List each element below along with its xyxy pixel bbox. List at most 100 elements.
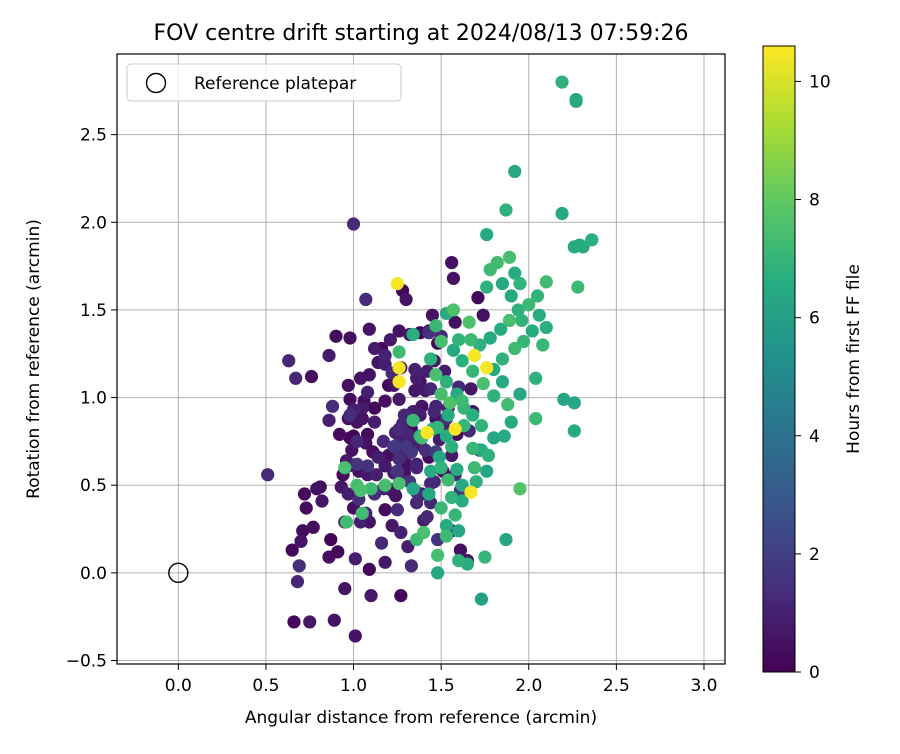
- scatter-point: [367, 341, 382, 356]
- scatter-point: [353, 483, 368, 498]
- y-tick-label: 0.0: [80, 564, 107, 584]
- scatter-point: [429, 319, 443, 333]
- scatter-point: [504, 415, 518, 429]
- scatter-point: [339, 515, 354, 529]
- scatter-point: [322, 413, 336, 427]
- scatter-point: [392, 345, 406, 359]
- scatter-point: [390, 464, 404, 478]
- y-tick-label: 1.0: [80, 389, 107, 409]
- y-tick-label: 1.5: [80, 301, 107, 321]
- scatter-point: [346, 217, 361, 231]
- scatter-point: [452, 524, 466, 538]
- scatter-point: [304, 369, 319, 384]
- scatter-point: [555, 75, 569, 89]
- colorbar-tick-label: 6: [809, 309, 820, 329]
- scatter-point: [432, 450, 446, 464]
- scatter-point: [464, 382, 478, 396]
- scatter-point: [417, 525, 431, 540]
- scatter-point: [504, 289, 518, 303]
- scatter-point: [499, 532, 513, 547]
- scatter-point: [467, 461, 482, 475]
- colorbar-tick-label: 2: [809, 545, 820, 565]
- scatter-point: [420, 426, 434, 440]
- colorbar-label: Hours from first FF file: [844, 264, 864, 454]
- scatter-point: [359, 292, 373, 307]
- scatter-point: [513, 277, 527, 291]
- scatter-point: [343, 408, 357, 422]
- scatter-point: [390, 503, 404, 517]
- scatter-point: [480, 361, 494, 375]
- y-axis-ticks: −0.5 0.0 0.5 1.0 1.5 2.0 2.5: [66, 126, 117, 671]
- scatter-point: [446, 303, 461, 317]
- scatter-point: [360, 459, 375, 473]
- scatter-point: [350, 457, 364, 471]
- scatter-point: [341, 378, 355, 392]
- scatter-point: [495, 375, 510, 389]
- scatter-point: [450, 462, 464, 477]
- scatter-point: [376, 434, 390, 448]
- scatter-point: [455, 494, 469, 508]
- colorbar-tick-label: 4: [809, 427, 820, 447]
- scatter-points: [168, 75, 599, 643]
- scatter-point: [422, 487, 436, 501]
- scatter-point: [282, 354, 296, 368]
- scatter-point: [362, 322, 376, 336]
- colorbar-tick-label: 0: [809, 663, 820, 683]
- scatter-point: [401, 539, 415, 554]
- scatter-point: [476, 376, 490, 391]
- scatter-point: [390, 277, 404, 291]
- scatter-point: [469, 475, 483, 489]
- scatter-point: [571, 280, 585, 294]
- scatter-point: [529, 371, 543, 385]
- scatter-point: [369, 468, 383, 482]
- scatter-point: [452, 333, 466, 347]
- scatter-point: [350, 434, 364, 448]
- scatter-point: [420, 510, 434, 524]
- scatter-point: [406, 482, 420, 496]
- scatter-point: [445, 255, 459, 270]
- scatter-point: [399, 440, 413, 454]
- scatter-point: [483, 331, 497, 345]
- scatter-point: [385, 518, 399, 533]
- scatter-point: [434, 501, 448, 515]
- scatter-point: [446, 271, 461, 285]
- scatter-point: [476, 308, 490, 322]
- scatter-point: [299, 501, 313, 515]
- x-tick-label: 0.0: [165, 676, 192, 696]
- scatter-point: [383, 333, 397, 347]
- x-tick-label: 2.0: [515, 676, 542, 696]
- scatter-point: [392, 375, 406, 389]
- scatter-point: [446, 343, 461, 357]
- scatter-point: [371, 450, 385, 464]
- y-tick-label: 2.0: [80, 213, 107, 233]
- x-tick-label: 1.0: [340, 676, 367, 696]
- scatter-point: [490, 255, 504, 270]
- scatter-point: [378, 503, 392, 517]
- scatter-point: [481, 448, 496, 463]
- scatter-point: [348, 552, 362, 566]
- scatter-point: [434, 387, 448, 401]
- scatter-point: [499, 203, 513, 217]
- scatter-point: [364, 482, 378, 496]
- scatter-point: [448, 422, 462, 436]
- scatter-point: [439, 529, 454, 543]
- scatter-point: [495, 352, 510, 366]
- colorbar-gradient: [762, 45, 796, 673]
- scatter-point: [466, 441, 480, 455]
- scatter-point: [367, 415, 382, 429]
- scatter-point: [525, 324, 539, 338]
- scatter-point: [494, 322, 508, 336]
- scatter-point: [508, 164, 522, 179]
- scatter-point: [466, 408, 480, 422]
- scatter-point: [448, 315, 462, 329]
- scatter-point: [480, 280, 494, 294]
- scatter-point: [529, 411, 543, 426]
- scatter-point: [408, 383, 422, 398]
- plot-area-frame: [116, 53, 726, 665]
- x-tick-label: 2.5: [603, 676, 630, 696]
- scatter-point: [431, 566, 445, 580]
- scatter-point: [378, 348, 392, 363]
- scatter-point: [478, 550, 492, 564]
- scatter-point: [441, 408, 455, 422]
